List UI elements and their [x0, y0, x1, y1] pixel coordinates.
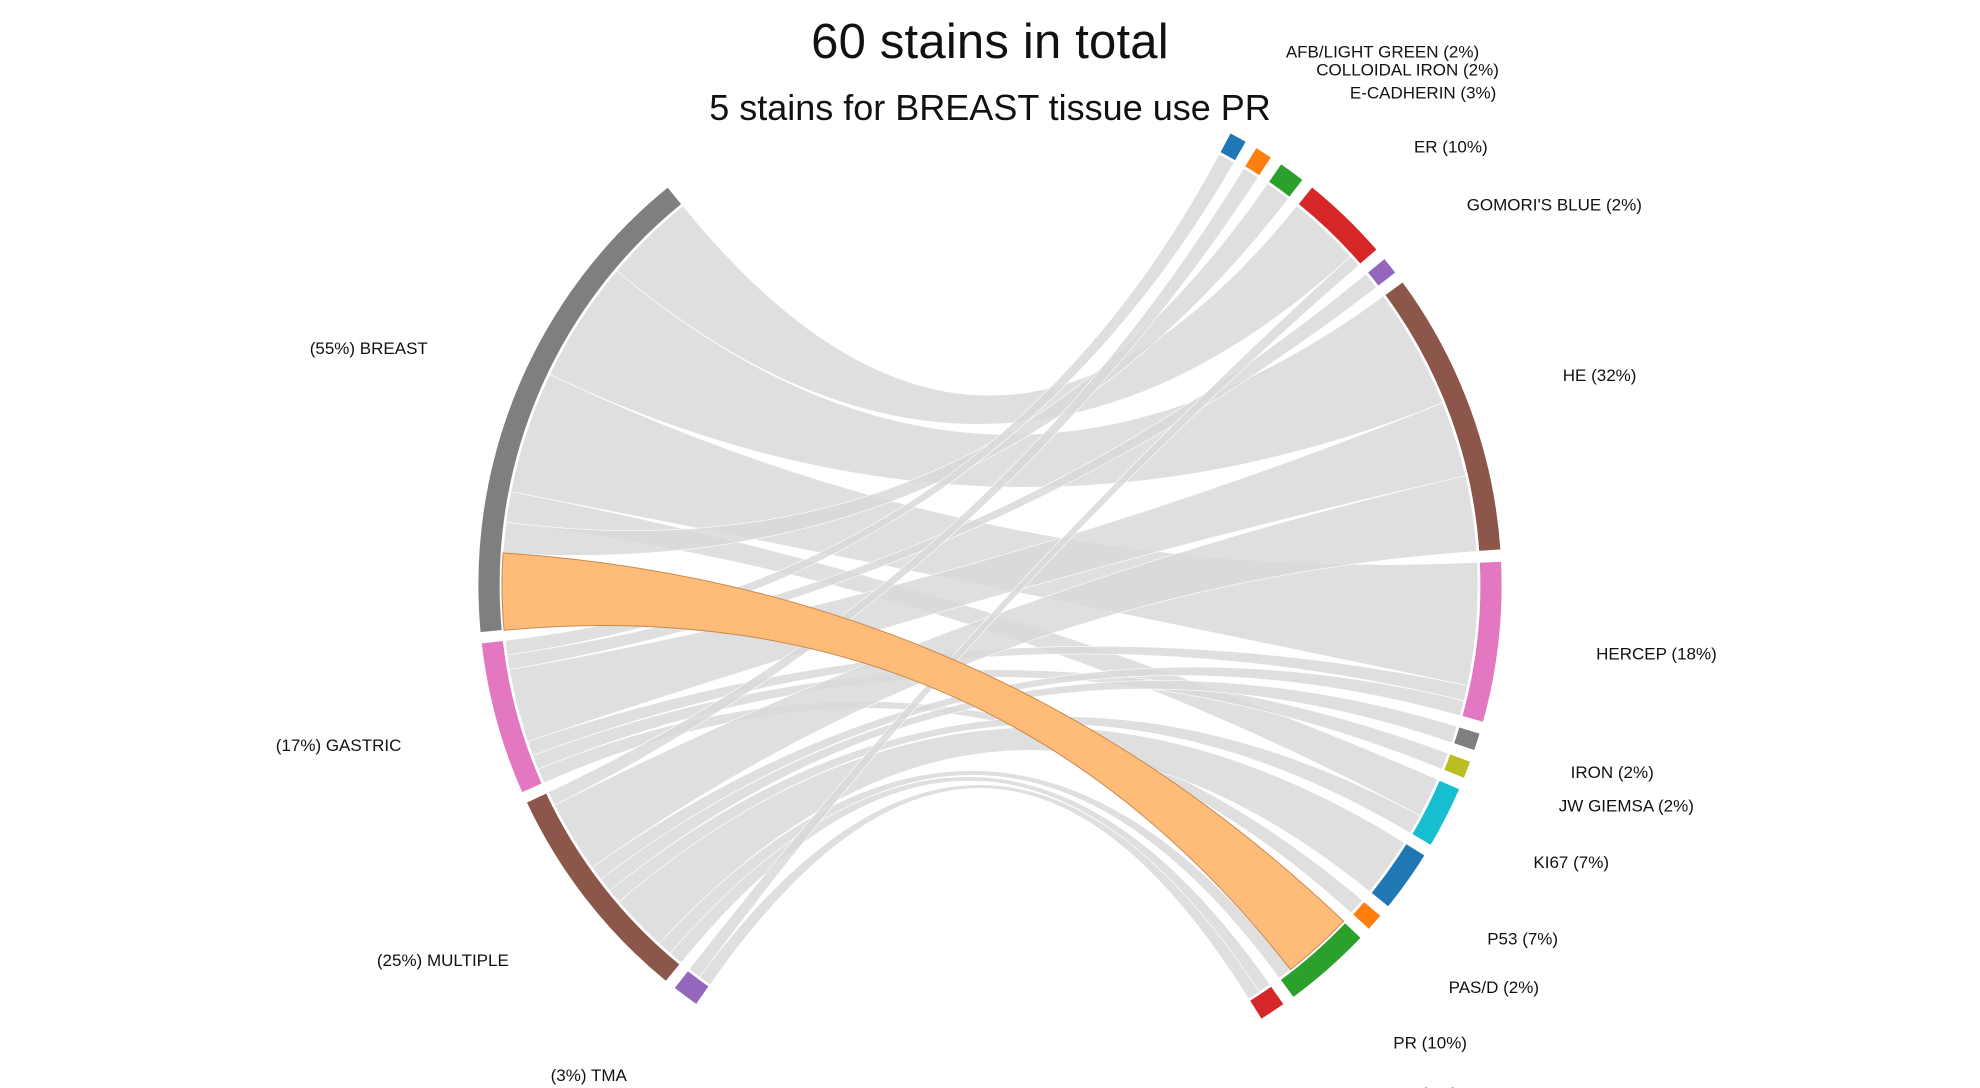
tissue-label-gastric: (17%) GASTRIC [276, 736, 402, 755]
stain-label-pr: PR (10%) [1393, 1034, 1467, 1053]
stain-arc-p53[interactable] [1370, 843, 1426, 908]
stain-arc-ki67[interactable] [1411, 779, 1461, 846]
ribbon-multiple-p53[interactable] [618, 726, 1405, 945]
stain-label-afb-light-green: AFB/LIGHT GREEN (2%) [1286, 43, 1479, 62]
stain-label-ki67: KI67 (7%) [1533, 853, 1609, 872]
ribbon-layer [501, 153, 1479, 1000]
stain-label-pas-d: PAS/D (2%) [1449, 978, 1539, 997]
stain-label-e-cadherin: E-CADHERIN (3%) [1350, 83, 1496, 102]
tissue-arc-tma[interactable] [673, 970, 710, 1005]
tissue-label-breast: (55%) BREAST [310, 339, 428, 358]
tissue-label-multiple: (25%) MULTIPLE [377, 951, 509, 970]
stain-arc-iron[interactable] [1453, 726, 1481, 752]
stain-label-gomori-s-blue: GOMORI'S BLUE (2%) [1467, 195, 1642, 214]
stain-label-er: ER (10%) [1414, 137, 1488, 156]
stain-label-iron: IRON (2%) [1571, 763, 1654, 782]
stain-arc-gomori-s-blue[interactable] [1366, 257, 1397, 287]
ribbon-tma-reticulin[interactable] [699, 784, 1260, 1000]
stain-arc-afb-light-green[interactable] [1219, 132, 1247, 162]
stain-arc-pr[interactable] [1279, 922, 1362, 999]
chart-subtitle: 5 stains for BREAST tissue use PR [709, 87, 1271, 128]
stain-arc-colloidal-iron[interactable] [1244, 147, 1272, 177]
stain-arc-e-cadherin[interactable] [1267, 163, 1304, 198]
tissue-label-tma: (3%) TMA [551, 1066, 628, 1085]
ribbon-multiple-iron[interactable] [600, 680, 1458, 892]
ribbon-multiple-colloidal-iron[interactable] [547, 167, 1259, 806]
highlight-ribbon-breast-pr[interactable] [501, 552, 1345, 971]
chart-title: 60 stains in total [811, 15, 1169, 69]
stain-arc-pas-d[interactable] [1352, 900, 1382, 930]
stain-label-jw-giemsa: JW GIEMSA (2%) [1559, 796, 1694, 815]
stain-label-reticulin: RETICULIN (3%) [1327, 1085, 1457, 1088]
stain-label-he: HE (32%) [1563, 366, 1637, 385]
stain-label-colloidal-iron: COLLOIDAL IRON (2%) [1316, 61, 1499, 80]
arc-layer [477, 132, 1503, 1020]
ribbon-breast-e-cadherin[interactable] [502, 183, 1289, 556]
label-layer: (55%) BREAST (17%) GASTRIC (25%) MULTIPLE (… [276, 43, 1717, 1088]
stain-arc-reticulin[interactable] [1249, 985, 1285, 1020]
tissue-arc-breast[interactable] [477, 186, 683, 633]
stain-arc-hercep[interactable] [1461, 560, 1503, 723]
stain-label-hercep: HERCEP (18%) [1596, 644, 1717, 663]
stain-arc-jw-giemsa[interactable] [1443, 753, 1472, 779]
stain-arc-he[interactable] [1384, 281, 1502, 552]
tissue-arc-gastric[interactable] [480, 640, 543, 794]
stain-arc-er[interactable] [1297, 186, 1378, 265]
tissue-arc-multiple[interactable] [525, 792, 681, 982]
stain-label-p53: P53 (7%) [1487, 929, 1558, 948]
